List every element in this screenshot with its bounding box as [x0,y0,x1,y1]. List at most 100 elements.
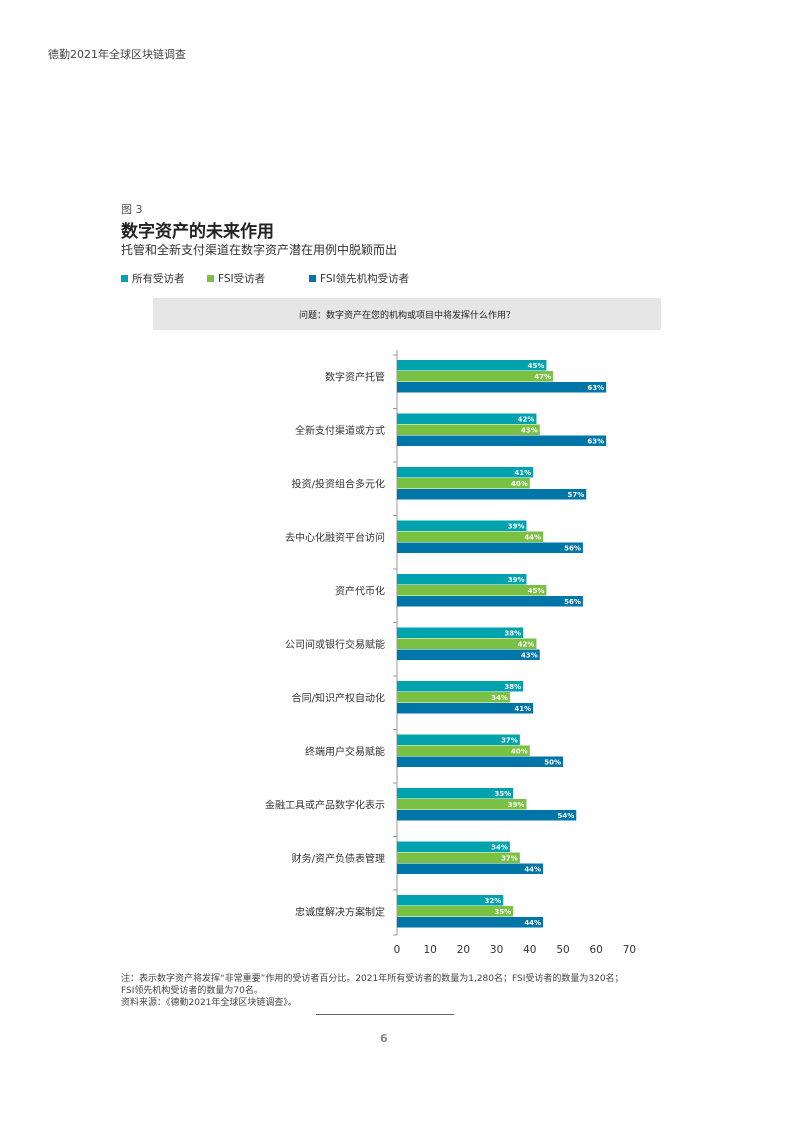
figure-label: 图 3 [121,203,143,216]
data-label: 39% [508,801,525,809]
question-box: 问题：数字资产在您的机构或项目中将发挥什么作用？ [153,298,661,330]
bar [397,585,547,596]
data-label: 57% [567,491,584,499]
data-label: 44% [524,866,541,874]
page-header: 德勤2021年全球区块链调查 [48,48,186,61]
category-label: 资产代币化 [335,584,385,597]
bar [397,681,524,692]
bar [397,917,544,928]
category-label: 投资/投资组合多元化 [292,477,385,490]
data-label: 63% [587,438,604,446]
bar [397,863,544,874]
bar [397,906,514,917]
footnote-line-2: FSI领先机构受访者的数量为70名。 [121,986,263,996]
category-label: 忠诚度解决方案制定 [295,905,385,918]
data-label: 40% [511,748,528,756]
category-label: 公司间或银行交易赋能 [285,638,385,651]
footnote-rule [316,1014,454,1015]
bar [397,841,510,852]
bar [397,799,527,810]
data-label: 34% [491,694,508,702]
footnote: 注：表示数字资产将发挥“非常重要”作用的受访者百分比。2021年所有受访者的数量… [121,973,681,1009]
chart-subtitle: 托管和全新支付渠道在数字资产潜在用例中脱颖而出 [121,243,398,257]
x-tick-label: 0 [394,944,401,956]
data-label: 45% [528,587,545,595]
data-label: 34% [491,844,508,852]
category-label: 财务/资产负债表管理 [292,852,385,865]
data-label: 35% [494,908,511,916]
category-label: 合同/知识产权自动化 [292,691,385,704]
x-tick-label: 50 [556,944,569,956]
data-label: 54% [558,812,575,820]
category-label: 金融工具或产品数字化表示 [265,798,385,811]
bar [397,371,554,382]
data-label: 56% [564,598,581,606]
data-label: 39% [508,576,525,584]
category-label: 去中心化融资平台访问 [285,531,385,544]
x-tick-label: 10 [424,944,437,956]
bar [397,478,530,489]
category-label: 数字资产托管 [325,370,385,383]
data-label: 41% [514,705,531,713]
data-label: 44% [524,919,541,927]
legend-swatch-fsi-leaders [309,275,316,282]
legend-swatch-fsi [207,275,214,282]
bar [397,596,583,607]
data-label: 42% [518,641,535,649]
bar [397,382,607,393]
x-tick-label: 30 [490,944,503,956]
legend-item-fsi-leaders: FSI领先机构受访者 [309,271,409,286]
legend-label-fsi: FSI受访者 [218,273,266,285]
bar [397,489,587,500]
bar [397,788,514,799]
bar [397,360,547,371]
footnote-line-1: 注：表示数字资产将发挥“非常重要”作用的受访者百分比。2021年所有受访者的数量… [121,974,624,984]
bar [397,435,607,446]
bar [397,734,520,745]
data-label: 32% [484,897,501,905]
bar [397,810,577,821]
data-label: 38% [504,683,521,691]
bar [397,627,524,638]
bar [397,692,510,703]
data-label: 47% [534,373,551,381]
bar [397,413,537,424]
data-label: 37% [501,855,518,863]
bar [397,649,540,660]
data-label: 35% [494,790,511,798]
bar [397,703,534,714]
x-tick-label: 40 [523,944,536,956]
question-text: 问题：数字资产在您的机构或项目中将发挥什么作用？ [298,310,515,321]
footnote-source: 资料来源：《德勤2021年全球区块链调查》。 [121,998,297,1008]
data-label: 38% [504,630,521,638]
data-label: 44% [524,534,541,542]
legend-item-all: 所有受访者 [121,271,185,286]
data-label: 45% [528,362,545,370]
category-label: 全新支付渠道或方式 [295,424,385,437]
bar [397,638,537,649]
x-tick-label: 60 [590,944,603,956]
data-label: 40% [511,480,528,488]
x-tick-label: 70 [623,944,636,956]
legend-item-fsi: FSI受访者 [207,271,265,286]
data-label: 43% [521,652,538,660]
bar [397,424,540,435]
bar [397,756,563,767]
data-label: 42% [518,416,535,424]
data-label: 56% [564,545,581,553]
page-number: 6 [380,1032,388,1045]
bar [397,574,527,585]
data-label: 63% [587,384,604,392]
chart-title: 数字资产的未来作用 [121,222,274,242]
category-label: 终端用户交易赋能 [305,745,385,758]
bar [397,852,520,863]
legend-label-all: 所有受访者 [132,273,185,285]
data-label: 50% [544,759,561,767]
data-label: 43% [521,427,538,435]
data-label: 41% [514,469,531,477]
legend-swatch-all [121,275,128,282]
x-tick-label: 20 [457,944,470,956]
bar [397,895,504,906]
data-label: 39% [508,523,525,531]
